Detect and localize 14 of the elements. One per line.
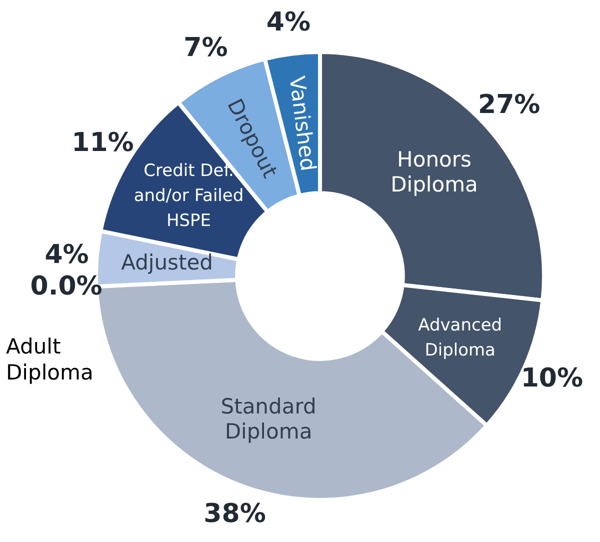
slice-label: Standard Diploma bbox=[220, 394, 316, 444]
data-label: 27% bbox=[478, 90, 540, 120]
text: 0.0% bbox=[30, 272, 102, 302]
data-label: 11% bbox=[72, 128, 134, 158]
data-label: 4% bbox=[266, 8, 311, 38]
slice-label: Advanced Diploma bbox=[418, 315, 502, 360]
slice-label: Vanished bbox=[284, 74, 320, 172]
data-label: 4% bbox=[44, 240, 89, 270]
slice-label: Honors Diploma bbox=[390, 148, 478, 197]
slice-label: Adjusted bbox=[121, 250, 213, 275]
category-label: Adult Diploma bbox=[6, 334, 94, 384]
data-label: 38% bbox=[204, 499, 266, 530]
data-label: 7% bbox=[184, 32, 228, 63]
data-label: 10% bbox=[520, 363, 584, 394]
